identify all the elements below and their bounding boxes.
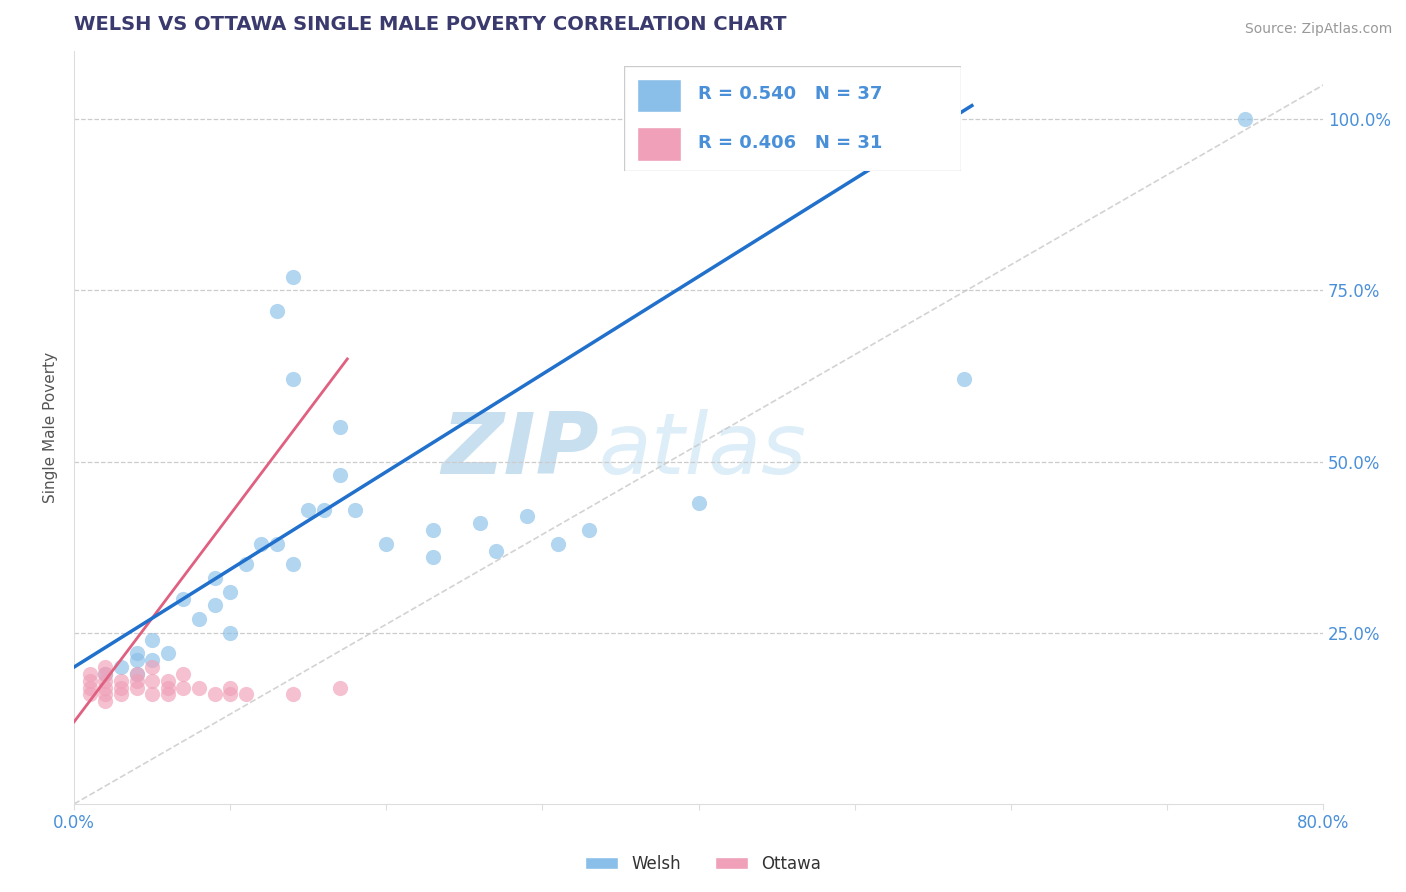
Point: [94, 688, 117, 702]
Point: [297, 502, 319, 516]
Point: [468, 516, 491, 531]
Point: [156, 673, 179, 688]
Point: [125, 673, 148, 688]
Point: [688, 496, 710, 510]
Point: [125, 646, 148, 660]
Point: [188, 681, 211, 695]
Point: [547, 537, 569, 551]
Point: [204, 571, 226, 585]
Point: [94, 681, 117, 695]
Point: [141, 660, 163, 674]
Point: [485, 543, 508, 558]
Point: [266, 304, 288, 318]
Point: [110, 673, 132, 688]
Point: [94, 694, 117, 708]
Point: [156, 681, 179, 695]
Point: [281, 372, 304, 386]
Point: [79, 688, 101, 702]
Point: [172, 591, 194, 606]
Point: [328, 468, 350, 483]
Point: [110, 681, 132, 695]
Point: [235, 688, 257, 702]
Point: [94, 666, 117, 681]
Y-axis label: Single Male Poverty: Single Male Poverty: [44, 351, 58, 503]
Point: [156, 688, 179, 702]
Point: [422, 550, 444, 565]
Text: atlas: atlas: [599, 409, 807, 491]
Point: [79, 666, 101, 681]
Point: [125, 653, 148, 667]
Legend: Welsh, Ottawa: Welsh, Ottawa: [578, 848, 828, 880]
Point: [281, 269, 304, 284]
Point: [94, 666, 117, 681]
Point: [172, 666, 194, 681]
Point: [141, 688, 163, 702]
Point: [94, 673, 117, 688]
Point: [172, 681, 194, 695]
Point: [375, 537, 398, 551]
Point: [204, 599, 226, 613]
Point: [219, 688, 242, 702]
Point: [328, 681, 350, 695]
Point: [312, 502, 335, 516]
Point: [141, 632, 163, 647]
Text: Source: ZipAtlas.com: Source: ZipAtlas.com: [1244, 22, 1392, 37]
Point: [281, 558, 304, 572]
Text: WELSH VS OTTAWA SINGLE MALE POVERTY CORRELATION CHART: WELSH VS OTTAWA SINGLE MALE POVERTY CORR…: [75, 15, 786, 34]
Point: [79, 681, 101, 695]
Point: [94, 660, 117, 674]
Point: [250, 537, 273, 551]
Point: [110, 660, 132, 674]
Point: [219, 625, 242, 640]
Point: [281, 688, 304, 702]
Point: [125, 666, 148, 681]
Point: [344, 502, 367, 516]
Point: [953, 372, 976, 386]
Point: [235, 558, 257, 572]
Point: [125, 666, 148, 681]
Point: [188, 612, 211, 626]
Point: [219, 681, 242, 695]
Point: [1234, 112, 1257, 127]
Point: [422, 523, 444, 537]
Point: [328, 420, 350, 434]
Point: [79, 673, 101, 688]
Point: [125, 681, 148, 695]
Point: [156, 646, 179, 660]
Point: [110, 688, 132, 702]
Point: [219, 584, 242, 599]
Text: ZIP: ZIP: [441, 409, 599, 491]
Point: [204, 688, 226, 702]
Point: [516, 509, 538, 524]
Point: [578, 523, 600, 537]
Point: [141, 653, 163, 667]
Point: [266, 537, 288, 551]
Point: [141, 673, 163, 688]
